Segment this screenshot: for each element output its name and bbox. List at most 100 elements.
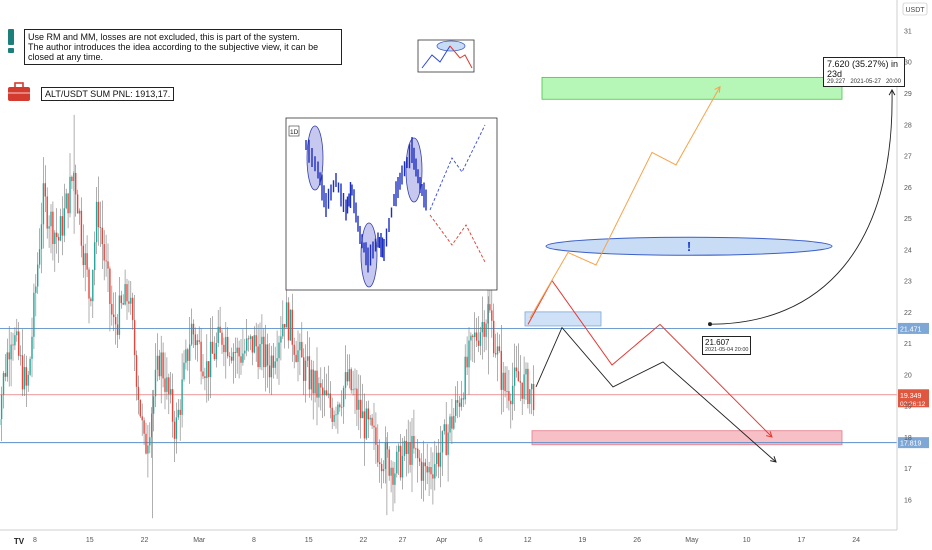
candle-body bbox=[94, 242, 96, 271]
x-tick-label: 8 bbox=[33, 537, 37, 544]
y-tick-label: 23 bbox=[904, 279, 912, 286]
candle-body bbox=[109, 268, 111, 305]
y-tick-label: 19 bbox=[904, 404, 912, 411]
candle-body bbox=[92, 270, 94, 302]
x-tick-label: 8 bbox=[252, 537, 256, 544]
measure-time: 20:00 bbox=[885, 79, 901, 85]
candle-body bbox=[246, 338, 248, 351]
candle-body bbox=[137, 386, 140, 400]
candle-body bbox=[2, 373, 5, 395]
candle-body bbox=[122, 303, 124, 305]
candle-body bbox=[417, 448, 419, 459]
candle-body bbox=[37, 264, 39, 287]
candle-body bbox=[382, 469, 385, 472]
candle-body bbox=[375, 427, 377, 445]
candle-body bbox=[346, 372, 349, 382]
candle-body bbox=[386, 442, 388, 450]
candle-body bbox=[358, 399, 360, 410]
candle-body bbox=[31, 336, 33, 359]
hline-tag-sub: 02:26:12 bbox=[900, 401, 926, 408]
candle-body bbox=[301, 341, 303, 358]
x-tick-label: 17 bbox=[797, 537, 805, 544]
candle-body bbox=[306, 356, 309, 361]
candle-body bbox=[4, 373, 7, 377]
candle-body bbox=[21, 355, 24, 390]
y-tick-label: 24 bbox=[904, 247, 912, 254]
candle-body bbox=[265, 344, 267, 368]
candle-body bbox=[268, 365, 271, 378]
zone-stop bbox=[531, 430, 843, 446]
candle-body bbox=[297, 350, 299, 362]
candle-body bbox=[274, 361, 276, 368]
candle-body bbox=[367, 408, 369, 420]
candle-body bbox=[426, 466, 428, 473]
candle-body bbox=[356, 388, 358, 410]
candle-body bbox=[409, 442, 411, 465]
candle-body bbox=[295, 354, 297, 362]
candle-body bbox=[179, 409, 181, 415]
briefcase-icon bbox=[8, 87, 30, 101]
candle-body bbox=[114, 317, 117, 325]
candle-body bbox=[75, 172, 77, 195]
info-icon bbox=[8, 29, 14, 45]
candle-body bbox=[118, 295, 121, 335]
candle-body bbox=[341, 406, 343, 408]
candle-body bbox=[411, 435, 413, 465]
hline-tag-label: 21.471 bbox=[900, 326, 922, 333]
candle-body bbox=[441, 431, 444, 453]
candle-body bbox=[158, 355, 160, 377]
candle-body bbox=[50, 211, 52, 227]
candle-body bbox=[284, 324, 286, 328]
candle-body bbox=[379, 462, 381, 464]
candle-body bbox=[120, 295, 122, 304]
x-tick-label: Apr bbox=[436, 537, 448, 544]
candle-body bbox=[149, 437, 151, 446]
candle-body bbox=[78, 210, 81, 214]
candle-body bbox=[261, 336, 263, 345]
candle-body bbox=[257, 346, 259, 368]
candle-body bbox=[407, 442, 409, 454]
candle-body bbox=[151, 413, 153, 438]
candle-body bbox=[481, 322, 483, 333]
candle-body bbox=[25, 367, 27, 386]
candle-body bbox=[390, 467, 392, 476]
candle-body bbox=[365, 408, 368, 439]
candle-body bbox=[299, 341, 301, 351]
start-price: 21.607 bbox=[705, 338, 730, 347]
candle-body bbox=[42, 183, 45, 225]
candle-body bbox=[418, 458, 421, 462]
candle-body bbox=[456, 400, 459, 403]
candle-body bbox=[348, 369, 350, 382]
candle-body bbox=[323, 390, 326, 396]
candle-body bbox=[276, 358, 278, 362]
hline-tag bbox=[898, 322, 929, 334]
x-tick-label: 15 bbox=[305, 537, 313, 544]
candle-body bbox=[339, 404, 341, 408]
candle-body bbox=[67, 193, 69, 214]
candle-body bbox=[162, 352, 164, 379]
mini-scenario-icon bbox=[417, 39, 475, 73]
y-tick-label: 26 bbox=[904, 185, 912, 192]
mini-ellipse bbox=[436, 40, 466, 52]
candle-body bbox=[253, 335, 255, 353]
candle-body bbox=[405, 440, 407, 454]
candle-body bbox=[371, 417, 373, 426]
zone-entry bbox=[524, 311, 602, 327]
hline-tag bbox=[898, 389, 929, 408]
candle-body bbox=[392, 467, 394, 485]
candle-body bbox=[453, 415, 455, 429]
candle-body bbox=[213, 353, 216, 360]
arrowhead-red bbox=[766, 431, 773, 438]
candle-body bbox=[38, 249, 41, 265]
candle-body bbox=[337, 404, 339, 415]
candle-body bbox=[103, 244, 105, 261]
start-point-dot bbox=[708, 322, 712, 327]
candle-body bbox=[493, 320, 495, 354]
disclaimer-line-2: The author introduces the idea according… bbox=[28, 42, 319, 62]
candle-body bbox=[474, 332, 476, 338]
candle-body bbox=[460, 398, 463, 407]
candle-body bbox=[189, 344, 191, 361]
candle-body bbox=[192, 323, 195, 335]
candle-body bbox=[487, 304, 489, 324]
